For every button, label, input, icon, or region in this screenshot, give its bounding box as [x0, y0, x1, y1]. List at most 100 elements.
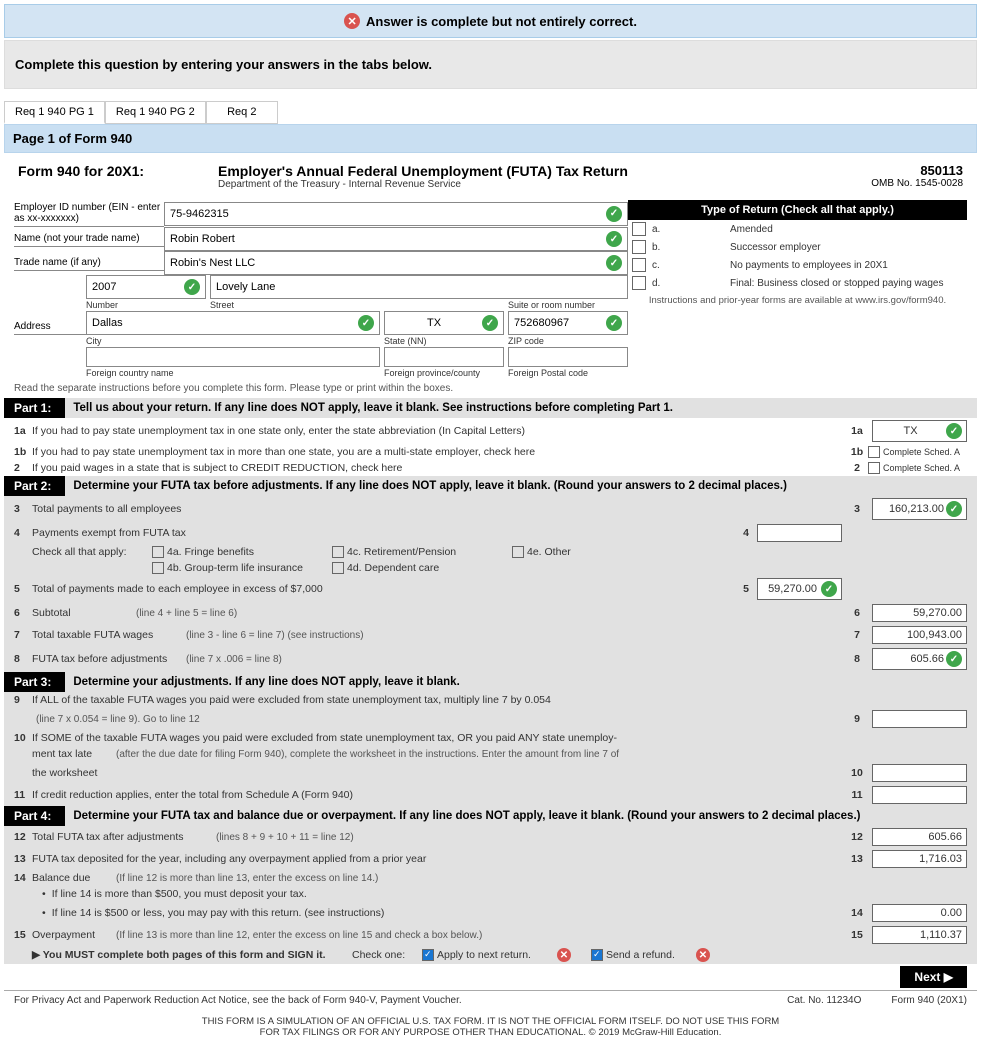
tab-req1-pg1[interactable]: Req 1 940 PG 1 — [4, 101, 105, 124]
checkbox-4a[interactable] — [152, 546, 164, 558]
form-header: Form 940 for 20X1: Employer's Annual Fed… — [4, 153, 977, 200]
error-icon: ✕ — [696, 948, 710, 962]
line-12-text: Total FUTA tax after adjustments — [32, 831, 212, 843]
check-icon: ✓ — [606, 255, 622, 271]
line-9-text: If ALL of the taxable FUTA wages you pai… — [32, 694, 967, 706]
cat-no: Cat. No. 11234O — [787, 995, 861, 1006]
line-8-value: 605.66✓ — [872, 648, 967, 670]
foreign-postal[interactable] — [508, 347, 628, 367]
privacy-note: For Privacy Act and Paperwork Reduction … — [14, 995, 462, 1006]
line-12-value: 605.66 — [872, 828, 967, 846]
addr-city[interactable]: Dallas✓ — [86, 311, 380, 335]
check-icon: ✓ — [482, 315, 498, 331]
status-banner: ✕ Answer is complete but not entirely co… — [4, 4, 977, 38]
line-3-value[interactable]: 160,213.00✓ — [872, 498, 967, 520]
check-icon: ✓ — [946, 423, 962, 439]
instruction-bar: Complete this question by entering your … — [4, 40, 977, 89]
line-7-text: Total taxable FUTA wages — [32, 629, 182, 641]
trade-input[interactable]: Robin's Nest LLC✓ — [164, 251, 628, 275]
line-3-text: Total payments to all employees — [32, 503, 846, 515]
street-sublabel: Street — [210, 299, 380, 311]
page-title: Page 1 of Form 940 — [4, 124, 977, 153]
line-14-value: 0.00 — [872, 904, 967, 922]
next-button[interactable]: Next ▶ — [900, 966, 967, 988]
line-4-checkall: Check all that apply: — [32, 546, 152, 558]
form-ver: Form 940 (20X1) — [891, 995, 967, 1006]
name-input[interactable]: Robin Robert✓ — [164, 227, 628, 251]
checkbox-a[interactable] — [632, 222, 646, 236]
foreign-prov-label: Foreign province/county — [384, 367, 504, 379]
footer-bar: For Privacy Act and Paperwork Reduction … — [4, 990, 977, 1010]
return-d-text: Final: Business closed or stopped paying… — [730, 278, 943, 289]
form-code: 850113 — [871, 163, 963, 178]
line-8-text: FUTA tax before adjustments — [32, 653, 182, 665]
ein-input[interactable]: 75-9462315✓ — [164, 202, 628, 226]
line-5-text: Total of payments made to each employee … — [32, 583, 735, 595]
checkbox-d[interactable] — [632, 276, 646, 290]
checkbox-c[interactable] — [632, 258, 646, 272]
read-instructions: Read the separate instructions before yo… — [4, 379, 977, 398]
foreign-country[interactable] — [86, 347, 380, 367]
checkbox-4d[interactable] — [332, 562, 344, 574]
check-icon: ✓ — [184, 279, 200, 295]
line-11-value[interactable] — [872, 786, 967, 804]
checkbox-b[interactable] — [632, 240, 646, 254]
line-7-value: 100,943.00 — [872, 626, 967, 644]
error-icon: ✕ — [344, 13, 360, 29]
foreign-postal-label: Foreign Postal code — [508, 367, 628, 379]
trade-label: Trade name (if any) — [14, 255, 164, 271]
addr-street[interactable]: Lovely Lane — [210, 275, 628, 299]
checkbox-4b[interactable] — [152, 562, 164, 574]
line-11-text: If credit reduction applies, enter the t… — [32, 789, 846, 801]
line-5-value[interactable]: 59,270.00✓ — [757, 578, 842, 600]
form-number: Form 940 for 20X1: — [18, 163, 218, 179]
tabs: Req 1 940 PG 1 Req 1 940 PG 2 Req 2 — [4, 101, 977, 124]
part4-header: Part 4: Determine your FUTA tax and bala… — [4, 806, 977, 826]
foreign-prov[interactable] — [384, 347, 504, 367]
return-b-text: Successor employer — [730, 242, 821, 253]
return-c-text: No payments to employees in 20X1 — [730, 260, 888, 271]
tab-req1-pg2[interactable]: Req 1 940 PG 2 — [105, 101, 206, 124]
suite-sublabel: Suite or room number — [508, 299, 628, 311]
state-sublabel: State (NN) — [384, 335, 504, 347]
line-9-value[interactable] — [872, 710, 967, 728]
checkbox-send-refund[interactable] — [591, 949, 603, 961]
checkbox-2[interactable] — [868, 462, 880, 474]
check-icon: ✓ — [946, 651, 962, 667]
number-sublabel: Number — [86, 299, 206, 311]
line-15-value: 1,110.37 — [872, 926, 967, 944]
line-1b-text: If you had to pay state unemployment tax… — [32, 446, 846, 458]
name-label: Name (not your trade name) — [14, 231, 164, 247]
line-4-value[interactable] — [757, 524, 842, 542]
return-a-text: Amended — [730, 224, 773, 235]
disclaimer: THIS FORM IS A SIMULATION OF AN OFFICIAL… — [4, 1010, 977, 1044]
part2-header: Part 2: Determine your FUTA tax before a… — [4, 476, 977, 496]
form-dept: Department of the Treasury - Internal Re… — [218, 179, 871, 190]
line-13-value[interactable]: 1,716.03 — [872, 850, 967, 868]
checkbox-1b[interactable] — [868, 446, 880, 458]
zip-sublabel: ZIP code — [508, 335, 628, 347]
sign-note: ▶ You MUST complete both pages of this f… — [32, 949, 352, 961]
addr-number[interactable]: 2007✓ — [86, 275, 206, 299]
line-1a-value[interactable]: TX✓ — [872, 420, 967, 442]
line-15-text: Overpayment — [32, 929, 112, 941]
addr-zip[interactable]: 752680967✓ — [508, 311, 628, 335]
checkbox-apply-next[interactable] — [422, 949, 434, 961]
line-10-value[interactable] — [872, 764, 967, 782]
check-icon: ✓ — [821, 581, 837, 597]
checkbox-4c[interactable] — [332, 546, 344, 558]
line-2-text: If you paid wages in a state that is sub… — [32, 462, 846, 474]
check-icon: ✓ — [606, 206, 622, 222]
form-main-title: Employer's Annual Federal Unemployment (… — [218, 163, 871, 179]
line-10-text: If SOME of the taxable FUTA wages you pa… — [32, 732, 967, 744]
check-icon: ✓ — [358, 315, 374, 331]
city-sublabel: City — [86, 335, 380, 347]
addr-state[interactable]: TX✓ — [384, 311, 504, 335]
foreign-country-label: Foreign country name — [86, 367, 380, 379]
error-icon: ✕ — [557, 948, 571, 962]
check-icon: ✓ — [606, 231, 622, 247]
checkbox-4e[interactable] — [512, 546, 524, 558]
tab-req2[interactable]: Req 2 — [206, 101, 278, 124]
line-4-text: Payments exempt from FUTA tax — [32, 527, 735, 539]
check-icon: ✓ — [606, 315, 622, 331]
